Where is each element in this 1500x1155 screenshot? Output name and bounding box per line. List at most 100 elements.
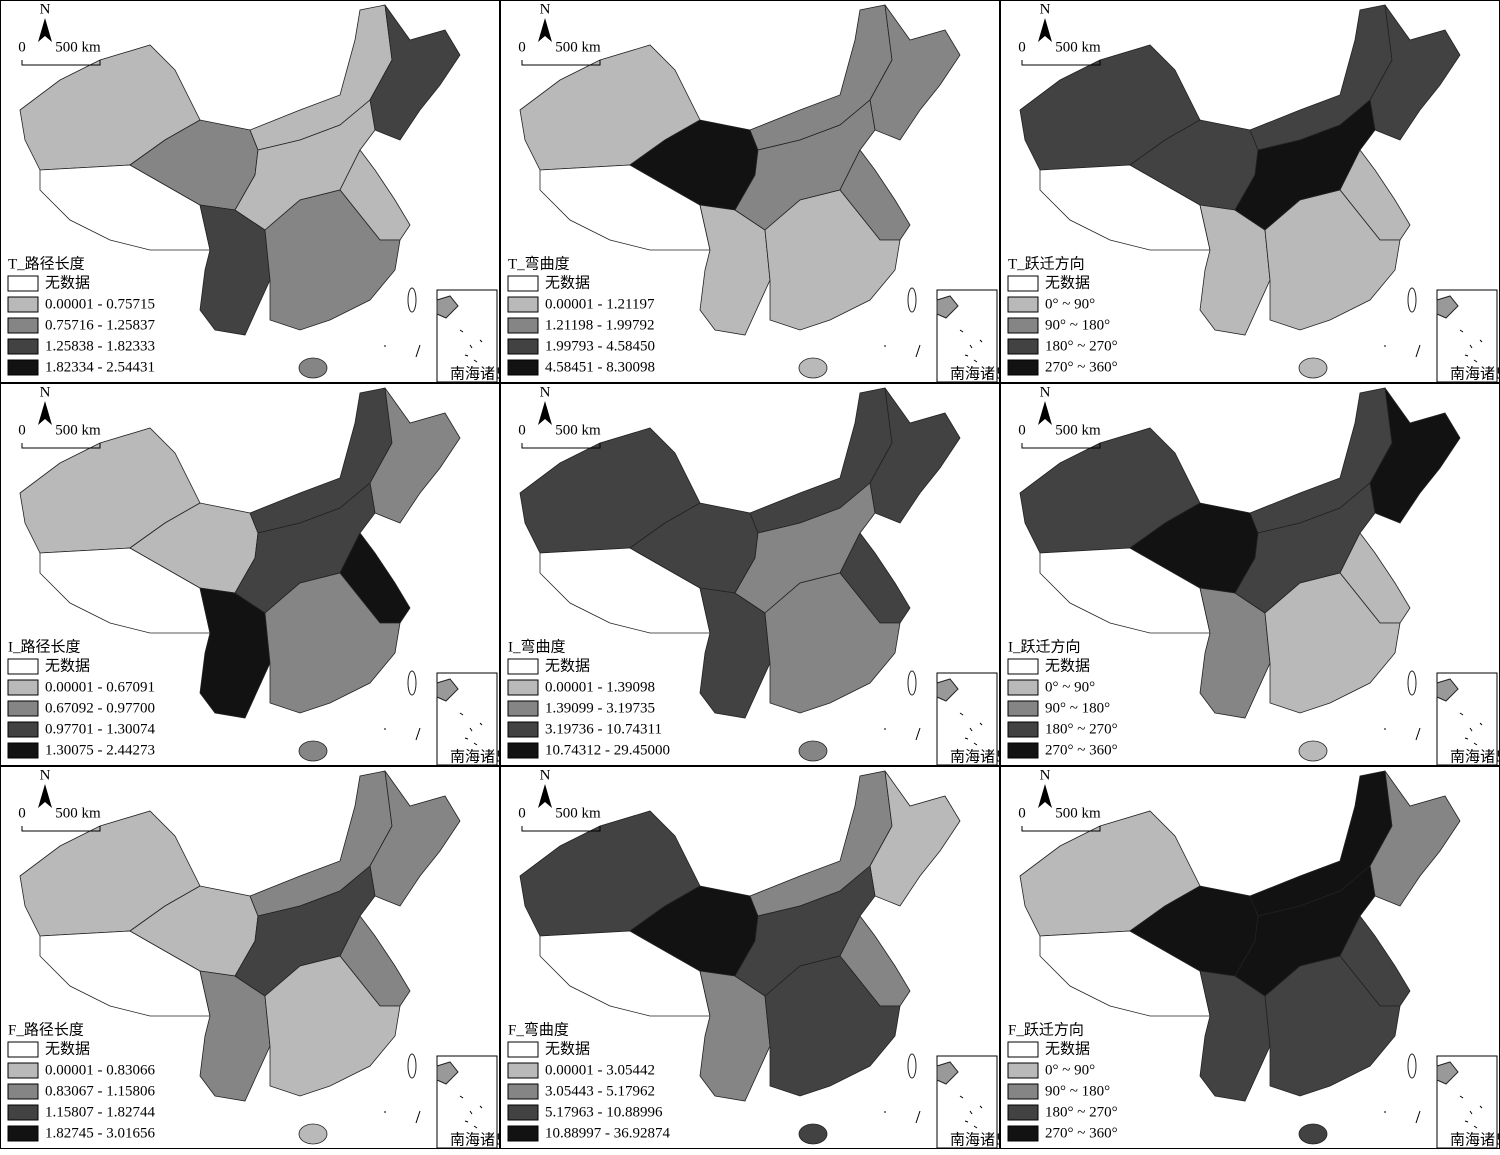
legend-swatch — [8, 276, 38, 291]
north-label: N — [1040, 767, 1051, 783]
legend-swatch — [8, 1084, 38, 1099]
north-label: N — [540, 384, 551, 400]
taiwan — [908, 671, 916, 695]
legend-swatch — [1008, 701, 1038, 716]
taiwan — [1408, 288, 1416, 312]
north-label: N — [40, 1, 51, 17]
hainan — [799, 358, 827, 378]
legend-swatch — [1008, 722, 1038, 737]
legend-swatch — [508, 276, 538, 291]
legend-swatch — [508, 701, 538, 716]
legend-swatch — [8, 1126, 38, 1141]
legend-swatch — [1008, 297, 1038, 312]
legend-label: 0.00001 - 1.39098 — [545, 679, 655, 695]
legend-swatch — [508, 722, 538, 737]
legend-label: 0.83067 - 1.15806 — [45, 1083, 155, 1099]
scale-label: 500 km — [555, 805, 601, 821]
taiwan — [1408, 1054, 1416, 1078]
legend-label: 270° ~ 360° — [1045, 1125, 1118, 1141]
legend-swatch — [1008, 1105, 1038, 1120]
legend-label: 270° ~ 360° — [1045, 742, 1118, 758]
legend-swatch — [508, 339, 538, 354]
legend-swatch — [8, 680, 38, 695]
taiwan — [408, 671, 416, 695]
legend-swatch — [8, 1042, 38, 1057]
legend-label: 1.25838 - 1.82333 — [45, 338, 155, 354]
legend-label: 0° ~ 90° — [1045, 679, 1095, 695]
legend-label: 无数据 — [45, 1040, 90, 1057]
legend-label: 0° ~ 90° — [1045, 296, 1095, 312]
legend-label: 3.05443 - 5.17962 — [545, 1083, 655, 1099]
legend-label: 1.82334 - 2.54431 — [45, 359, 155, 375]
legend-swatch — [1008, 1042, 1038, 1057]
scale-label: 0 — [18, 39, 26, 55]
legend-swatch — [8, 743, 38, 758]
legend-label: 10.74312 - 29.45000 — [545, 742, 670, 758]
taiwan — [1408, 671, 1416, 695]
scale-label: 0 — [1018, 805, 1026, 821]
legend-swatch — [1008, 276, 1038, 291]
legend-swatch — [508, 659, 538, 674]
legend-swatch — [8, 722, 38, 737]
north-label: N — [40, 767, 51, 783]
legend-label: 无数据 — [1045, 1040, 1090, 1057]
legend-label: 0° ~ 90° — [1045, 1062, 1095, 1078]
legend-label: 10.88997 - 36.92874 — [545, 1125, 670, 1141]
hainan — [299, 741, 327, 761]
taiwan — [408, 1054, 416, 1078]
legend-title: T_跃迁方向 — [1008, 255, 1085, 272]
legend-label: 1.39099 - 3.19735 — [545, 700, 655, 716]
legend-label: 180° ~ 270° — [1045, 721, 1118, 737]
legend-label: 0.97701 - 1.30074 — [45, 721, 155, 737]
scale-label: 500 km — [555, 422, 601, 438]
legend-swatch — [1008, 318, 1038, 333]
legend-swatch — [8, 701, 38, 716]
legend-title: T_弯曲度 — [508, 255, 570, 272]
taiwan — [408, 288, 416, 312]
legend-swatch — [508, 1042, 538, 1057]
taiwan — [908, 288, 916, 312]
legend-label: 0.00001 - 0.83066 — [45, 1062, 155, 1078]
legend-swatch — [508, 297, 538, 312]
inset-label: 南海诸岛 — [1450, 365, 1500, 382]
taiwan — [908, 1054, 916, 1078]
legend-label: 180° ~ 270° — [1045, 1104, 1118, 1120]
north-label: N — [540, 767, 551, 783]
legend-label: 180° ~ 270° — [1045, 338, 1118, 354]
scale-label: 500 km — [1055, 422, 1101, 438]
scale-label: 500 km — [55, 422, 101, 438]
legend-label: 无数据 — [45, 657, 90, 674]
legend-swatch — [508, 680, 538, 695]
legend-label: 5.17963 - 10.88996 — [545, 1104, 663, 1120]
hainan — [299, 1124, 327, 1144]
legend-swatch — [1008, 339, 1038, 354]
legend-title: F_跃迁方向 — [1008, 1021, 1084, 1038]
legend-label: 无数据 — [545, 657, 590, 674]
legend-label: 无数据 — [1045, 274, 1090, 291]
legend-swatch — [508, 360, 538, 375]
scale-label: 0 — [518, 805, 526, 821]
legend-swatch — [508, 1105, 538, 1120]
legend-swatch — [1008, 743, 1038, 758]
legend-swatch — [1008, 1126, 1038, 1141]
legend-swatch — [8, 339, 38, 354]
legend-swatch — [8, 1063, 38, 1078]
legend-swatch — [8, 1105, 38, 1120]
legend-swatch — [8, 318, 38, 333]
north-label: N — [540, 1, 551, 17]
legend-label: 90° ~ 180° — [1045, 1083, 1110, 1099]
scale-label: 500 km — [1055, 805, 1101, 821]
legend-label: 4.58451 - 8.30098 — [545, 359, 655, 375]
legend-swatch — [508, 1063, 538, 1078]
legend-swatch — [508, 1084, 538, 1099]
legend-swatch — [508, 318, 538, 333]
legend-swatch — [1008, 680, 1038, 695]
legend-label: 0.67092 - 0.97700 — [45, 700, 155, 716]
legend-title: F_路径长度 — [8, 1021, 84, 1038]
legend-label: 1.15807 - 1.82744 — [45, 1104, 155, 1120]
scale-label: 0 — [518, 39, 526, 55]
